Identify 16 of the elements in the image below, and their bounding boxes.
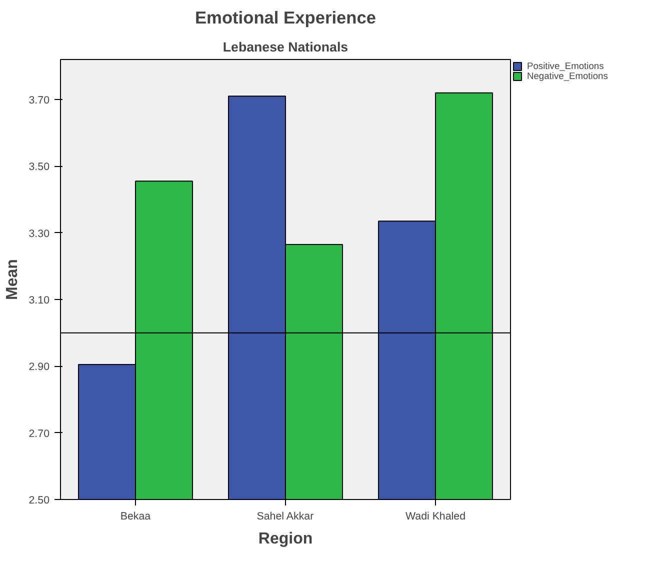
- y-tick-label: 2.90: [28, 361, 50, 374]
- chart-title: Emotional Experience: [194, 8, 376, 28]
- y-axis-title: Mean: [4, 259, 21, 300]
- x-tick-label: Bekaa: [120, 510, 151, 522]
- x-tick-label: Wadi Khaled: [405, 510, 466, 522]
- y-tick-label: 2.70: [28, 428, 50, 440]
- x-tick-label: Sahel Akkar: [256, 510, 314, 522]
- legend-label: Positive_Emotions: [527, 61, 604, 71]
- y-tick-label: 3.10: [28, 294, 50, 306]
- x-axis-title: Region: [258, 530, 313, 548]
- y-tick-label: 3.30: [28, 228, 50, 240]
- chart-subtitle: Lebanese Nationals: [222, 40, 348, 54]
- y-tick-label: 3.50: [28, 161, 50, 174]
- legend-label: Negative_Emotions: [527, 71, 608, 81]
- y-tick-label: 2.50: [28, 494, 50, 506]
- y-tick-label: 3.70: [28, 94, 50, 106]
